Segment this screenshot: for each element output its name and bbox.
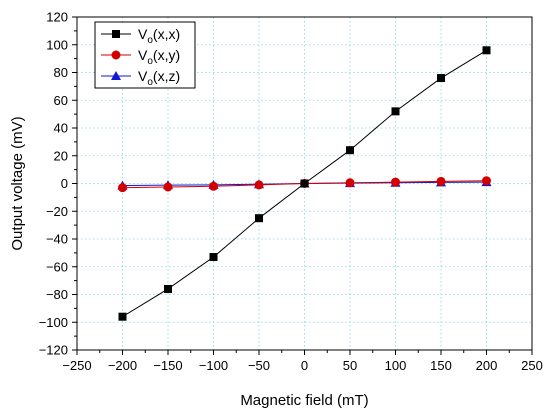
grid (77, 17, 532, 350)
data-point (345, 178, 355, 188)
data-point (346, 146, 354, 155)
legend: Vo(x,x)Vo(x,y)Vo(x,z) (94, 21, 196, 89)
legend-label-subscript: o (147, 77, 153, 88)
x-tick-label: 0 (301, 358, 308, 373)
x-tick-label: −50 (248, 358, 270, 373)
legend-label-suffix: (x,z) (153, 68, 180, 84)
series-xx (118, 46, 491, 321)
data-point (118, 183, 127, 193)
y-tick-label: 20 (54, 148, 68, 163)
legend-label-main: V (138, 26, 148, 42)
x-axis-title: Magnetic field (mT) (240, 392, 368, 409)
legend-marker (111, 71, 121, 80)
x-tick-label: 100 (385, 358, 407, 373)
legend-label-subscript: o (147, 56, 153, 67)
legend-label-suffix: (x,x) (153, 26, 180, 42)
data-point (255, 214, 263, 223)
legend-label-suffix: (x,y) (153, 47, 180, 63)
data-point (482, 46, 491, 55)
y-tick-label: 60 (54, 93, 68, 108)
data-point (209, 181, 218, 191)
legend-marker (112, 30, 120, 38)
y-tick-label: 100 (46, 37, 68, 52)
series-layer (117, 46, 492, 321)
x-tick-label: 150 (430, 358, 452, 373)
data-point (482, 176, 491, 186)
legend-label: Vo(x,x) (138, 26, 180, 46)
y-tick-label: 80 (54, 65, 68, 80)
x-tick-label: −250 (62, 358, 91, 373)
y-axis-title: Output voltage (mV) (9, 116, 26, 250)
legend-label-main: V (138, 47, 148, 63)
y-tick-label: −120 (39, 343, 68, 358)
legend-label: Vo(x,y) (138, 47, 180, 67)
x-tick-label: −100 (199, 358, 228, 373)
x-tick-label: 200 (476, 358, 498, 373)
x-tick-label: −200 (108, 358, 137, 373)
y-tick-label: −60 (46, 259, 68, 274)
legend-entry: Vo(x,z) (101, 68, 180, 88)
y-tick-label: −20 (46, 204, 68, 219)
legend-label: Vo(x,z) (138, 68, 180, 88)
legend-label-subscript: o (147, 35, 153, 46)
x-tick-label: −150 (153, 358, 182, 373)
data-point (300, 179, 309, 188)
data-point (209, 253, 218, 262)
data-point (254, 180, 264, 190)
y-tick-label: −100 (39, 315, 68, 330)
data-point (436, 176, 446, 186)
y-tick-label: 120 (46, 10, 68, 25)
y-tick-label: 0 (61, 176, 68, 191)
legend-entry: Vo(x,y) (101, 47, 180, 67)
data-point (437, 74, 445, 83)
y-tick-label: −40 (46, 232, 68, 247)
legend-label-main: V (138, 68, 148, 84)
x-tick-label: 250 (521, 358, 543, 373)
legend-entry: Vo(x,x) (101, 26, 180, 46)
y-tick-label: 40 (54, 121, 68, 136)
x-tick-label: 50 (343, 358, 357, 373)
y-tick-label: −80 (46, 287, 68, 302)
axis-ticks: −250 −200 −150 −100 −50 0 50 100 150 200 250−120−1… (39, 10, 543, 374)
legend-marker (111, 50, 121, 60)
data-point (391, 107, 400, 116)
data-point (164, 284, 172, 293)
data-point (118, 312, 127, 321)
data-point (163, 182, 173, 192)
data-point (391, 177, 400, 187)
